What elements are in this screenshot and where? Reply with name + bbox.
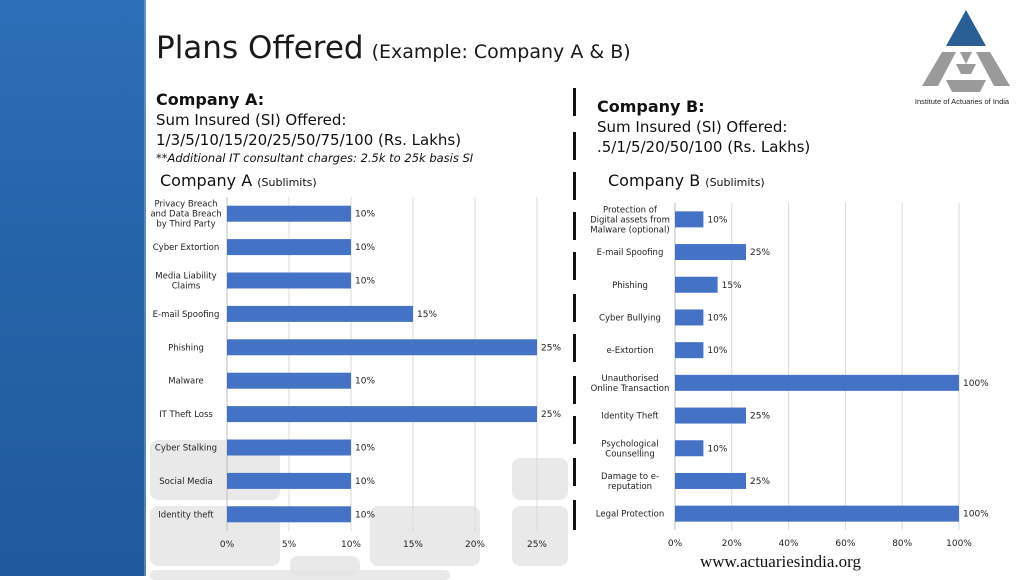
chart-b-x-tick-label: 60% xyxy=(835,539,855,549)
chart-a-category-label: Media Liability Claims xyxy=(155,272,216,292)
chart-b-data-label: 15% xyxy=(722,281,742,291)
chart-a-title-text: Company A xyxy=(160,171,253,190)
chart-a-data-label: 25% xyxy=(541,410,561,420)
chart-a-bar xyxy=(227,305,413,322)
chart-b-category-label: Cyber Bullying xyxy=(599,313,661,323)
chart-b-x-tick-label: 80% xyxy=(892,539,912,549)
chart-a-data-label: 10% xyxy=(355,243,375,253)
chart-b-bar xyxy=(675,244,746,261)
chart-a-category-label: Malware xyxy=(168,377,204,387)
chart-b-bar xyxy=(675,505,959,522)
chart-b-x-tick-label: 0% xyxy=(668,539,683,549)
chart-b-x-tick-label: 100% xyxy=(946,539,972,549)
chart-b-category-label: Protection of Digital assets from Malware … xyxy=(590,205,670,235)
chart-b-category-label: Phishing xyxy=(612,281,648,291)
left-accent-band xyxy=(0,0,146,576)
chart-b-bar xyxy=(675,407,746,424)
chart-a-x-tick-label: 25% xyxy=(527,540,547,550)
chart-a-x-tick-label: 5% xyxy=(282,540,297,550)
chart-b-bar xyxy=(675,276,718,293)
chart-a-bar xyxy=(227,472,351,489)
chart-b-category-label: e-Extortion xyxy=(606,346,653,356)
chart-b-data-label: 100% xyxy=(963,379,989,389)
chart-b-data-label: 100% xyxy=(963,510,989,520)
company-b-si-values: .5/1/5/20/50/100 (Rs. Lakhs) xyxy=(597,138,811,156)
chart-b-category-label: Psychological Counselling xyxy=(601,439,658,459)
chart-b-data-label: 25% xyxy=(750,477,770,487)
chart-b-bar xyxy=(675,342,704,359)
footer-url: www.actuariesindia.org xyxy=(700,552,861,571)
chart-b-data-label: 10% xyxy=(707,215,727,225)
chart-b-category-label: Identity Theft xyxy=(601,412,659,422)
chart-a-category-label: Privacy Breach and Data Breach by Third Pa… xyxy=(150,200,221,230)
chart-a-bar xyxy=(227,239,351,256)
chart-a-bar xyxy=(227,372,351,389)
chart-a-data-label: 25% xyxy=(541,343,561,353)
chart-a-x-tick-label: 15% xyxy=(403,540,423,550)
chart-a-category-label: Social Media xyxy=(159,477,212,487)
chart-b-data-label: 10% xyxy=(707,346,727,356)
chart-b-category-label: Damage to e-reputation xyxy=(601,472,659,492)
logo-caption: Institute of Actuaries of India xyxy=(914,97,1010,106)
chart-a-category-label: IT Theft Loss xyxy=(159,410,213,420)
chart-a-bar xyxy=(227,406,537,423)
chart-b-category-label: Unauthorised Online Transaction xyxy=(591,374,670,394)
chart-a-category-label: Phishing xyxy=(168,343,204,353)
chart-a-data-label: 10% xyxy=(355,210,375,220)
chart-a-x-tick-label: 20% xyxy=(465,540,485,550)
chart-a-bar xyxy=(227,506,351,523)
chart-a-title: Company A (Sublimits) xyxy=(160,171,317,190)
chart-a-data-label: 10% xyxy=(355,444,375,454)
chart-a-bar xyxy=(227,272,351,289)
slide-title: Plans Offered (Example: Company A & B) xyxy=(156,28,631,66)
company-b-name: Company B: xyxy=(597,97,705,116)
company-a-note: **Additional IT consultant charges: 2.5k… xyxy=(156,151,474,165)
company-b-si-label: Sum Insured (SI) Offered: xyxy=(597,118,788,136)
chart-b-bar xyxy=(675,374,959,391)
chart-b-category-label: Legal Protection xyxy=(596,510,665,520)
chart-a-data-label: 10% xyxy=(355,477,375,487)
chart-a-bar xyxy=(227,339,537,356)
chart-a-data-label: 10% xyxy=(355,277,375,287)
chart-b-data-label: 25% xyxy=(750,412,770,422)
chart-a-subtitle: (Sublimits) xyxy=(257,176,317,189)
chart-a-data-label: 15% xyxy=(417,310,437,320)
company-b-info: Company B: Sum Insured (SI) Offered: .5/… xyxy=(597,96,810,157)
chart-a-bar xyxy=(227,205,351,222)
chart-b-title: Company B (Sublimits) xyxy=(608,171,765,190)
chart-a-data-label: 10% xyxy=(355,377,375,387)
chart-a-category-label: Cyber Stalking xyxy=(155,444,217,454)
chart-b-x-tick-label: 20% xyxy=(722,539,742,549)
chart-b-category-label: E-mail Spoofing xyxy=(597,248,664,258)
chart-b-bar xyxy=(675,440,704,457)
chart-a-category-label: Cyber Extortion xyxy=(153,243,220,253)
chart-a-data-label: 10% xyxy=(355,510,375,520)
chart-b-title-text: Company B xyxy=(608,171,701,190)
chart-b-bar xyxy=(675,472,746,489)
chart-a-x-tick-label: 0% xyxy=(220,540,235,550)
company-a-si-label: Sum Insured (SI) Offered: xyxy=(156,111,347,129)
chart-a-category-label: Identity theft xyxy=(158,510,214,520)
iai-logo-icon xyxy=(922,10,1010,92)
chart-b-data-label: 10% xyxy=(707,313,727,323)
chart-a-x-tick-label: 10% xyxy=(341,540,361,550)
chart-a-bar xyxy=(227,439,351,456)
chart-b-data-label: 10% xyxy=(707,444,727,454)
company-a-info: Company A: Sum Insured (SI) Offered: 1/3… xyxy=(156,89,473,167)
chart-a-category-label: E-mail Spoofing xyxy=(153,310,220,320)
chart-b-data-label: 25% xyxy=(750,248,770,258)
chart-b-x-tick-label: 40% xyxy=(779,539,799,549)
title-subtitle: (Example: Company A & B) xyxy=(371,41,631,63)
chart-b-bar xyxy=(675,309,704,326)
company-a-si-values: 1/3/5/10/15/20/25/50/75/100 (Rs. Lakhs) xyxy=(156,131,462,149)
dashed-divider xyxy=(573,88,578,530)
chart-b-bar xyxy=(675,211,704,228)
chart-b-subtitle: (Sublimits) xyxy=(705,176,765,189)
title-main: Plans Offered xyxy=(156,30,364,66)
company-a-name: Company A: xyxy=(156,90,265,109)
